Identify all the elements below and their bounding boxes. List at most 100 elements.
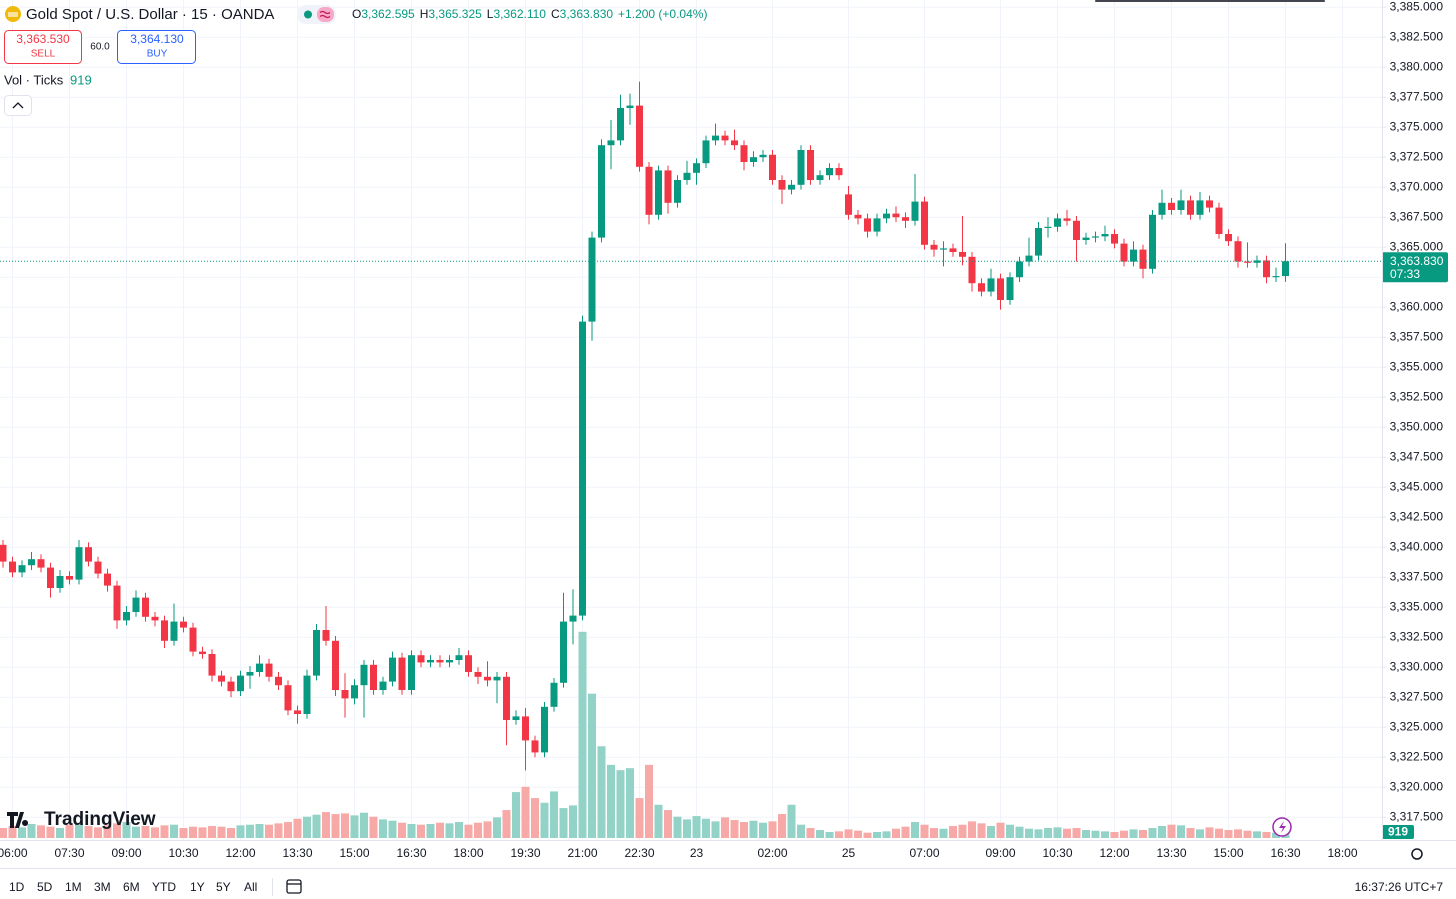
buy-button[interactable]	[117, 30, 196, 64]
candle-body	[123, 612, 130, 621]
volume-bar	[863, 832, 872, 838]
last-price-label: 3,363.830	[1390, 254, 1444, 268]
candle-body	[493, 676, 501, 681]
toolbar: 1D 5D 1M 3M 6M YTD 1Y 5Y All	[9, 880, 257, 894]
y-tick-label: 3,382.500	[1390, 29, 1444, 43]
volume-bar	[426, 824, 435, 838]
y-tick-label: 3,355.000	[1390, 359, 1444, 373]
candle-body	[1272, 276, 1280, 278]
candle-body	[788, 184, 795, 190]
volume-bar	[1034, 829, 1043, 838]
candle-body	[702, 140, 710, 164]
candle-body	[1130, 249, 1137, 262]
collapse-button[interactable]	[4, 95, 32, 116]
range-button[interactable]: 1Y	[190, 880, 205, 894]
alert-bolt	[1279, 821, 1286, 833]
sell-button[interactable]	[4, 30, 82, 64]
volume-bar	[483, 821, 492, 838]
candle-body	[113, 585, 121, 621]
volume-bar	[1196, 829, 1204, 838]
candle-layer	[0, 81, 1289, 771]
volume-bar	[502, 810, 511, 838]
y-tick-label: 3,357.500	[1390, 329, 1444, 343]
candle-body	[294, 710, 301, 714]
candle-body	[550, 682, 558, 707]
range-button[interactable]: YTD	[152, 880, 176, 894]
candle-body	[579, 321, 586, 616]
x-tick-label: 25	[842, 846, 856, 860]
y-tick-label: 3,370.000	[1390, 179, 1444, 193]
candle-body	[1177, 200, 1185, 210]
clock[interactable]: 16:37:26 UTC+7	[1355, 880, 1444, 894]
volume-bar	[265, 824, 273, 838]
volume-bar	[607, 764, 615, 838]
y-tick-label: 3,325.000	[1390, 719, 1444, 733]
y-tick-label: 3,317.500	[1390, 809, 1444, 823]
ohlc-value: 3,362.595	[361, 7, 415, 21]
candle-body	[769, 154, 776, 180]
candle-body	[1206, 200, 1213, 208]
buy-label: BUY	[147, 49, 168, 60]
y-tick-label: 3,367.500	[1390, 209, 1444, 223]
volume-bar	[1148, 828, 1157, 838]
candle-body	[636, 105, 643, 167]
volume-bar	[1167, 824, 1176, 838]
volume-bar	[132, 826, 140, 838]
range-button[interactable]: 3M	[94, 880, 111, 894]
candle-body	[132, 597, 140, 612]
volume-bar	[854, 830, 862, 838]
volume-bar	[702, 818, 710, 838]
candle-body	[978, 283, 985, 292]
volume-bar	[103, 825, 112, 838]
candle-body	[864, 218, 871, 232]
volume-bar	[151, 827, 159, 838]
settings-icon[interactable]	[1411, 848, 1423, 860]
candle-body	[18, 565, 26, 573]
range-button[interactable]: 5D	[37, 880, 53, 894]
range-button[interactable]: All	[244, 880, 257, 894]
volume-bar	[1063, 828, 1071, 838]
symbol-title[interactable]: Gold Spot / U.S. Dollar · 15 · OANDA	[26, 6, 274, 23]
volume-bar	[939, 828, 948, 838]
y-tick-label: 3,322.500	[1390, 749, 1444, 763]
candle-body	[816, 175, 824, 180]
volume-bar	[1072, 828, 1081, 838]
range-button[interactable]: 6M	[123, 880, 140, 894]
candle-body	[512, 716, 520, 720]
candle-body	[436, 660, 444, 663]
date-range-icon[interactable]	[286, 879, 302, 894]
candle-body	[1282, 261, 1289, 277]
candle-body	[322, 630, 330, 641]
candle-body	[892, 213, 900, 218]
volume-bar	[1234, 829, 1242, 838]
candle-body	[940, 248, 947, 250]
volume-bar	[1139, 830, 1147, 838]
candle-body	[997, 278, 1004, 300]
volume-bar	[635, 798, 644, 838]
candle-body	[379, 681, 387, 690]
y-tick-label: 3,327.500	[1390, 689, 1444, 703]
range-button[interactable]: 5Y	[216, 880, 231, 894]
indicator-name[interactable]: Vol · Ticks	[4, 72, 64, 87]
candle-body	[256, 663, 263, 672]
range-button[interactable]: 1D	[9, 880, 25, 894]
volume-bar	[626, 768, 634, 838]
sell-price: 3,363.530	[16, 32, 70, 46]
candle-body	[313, 630, 320, 676]
y-tick-label: 3,342.500	[1390, 509, 1444, 523]
x-tick-label: 12:00	[1099, 846, 1129, 860]
x-tick-label: 07:00	[909, 846, 939, 860]
volume-bar	[1015, 826, 1024, 838]
y-tick-label: 3,345.000	[1390, 479, 1444, 493]
candle-body	[427, 660, 434, 663]
logo-text: TradingView	[44, 809, 156, 830]
range-button[interactable]: 1M	[65, 880, 82, 894]
candle-body	[370, 664, 377, 690]
volume-bar	[493, 817, 501, 838]
candle-body	[408, 655, 415, 690]
candle-body	[455, 655, 463, 660]
volume-bar	[65, 824, 74, 838]
volume-bar	[1082, 830, 1090, 838]
volume-bar	[930, 828, 938, 838]
candle-body	[1139, 249, 1147, 269]
